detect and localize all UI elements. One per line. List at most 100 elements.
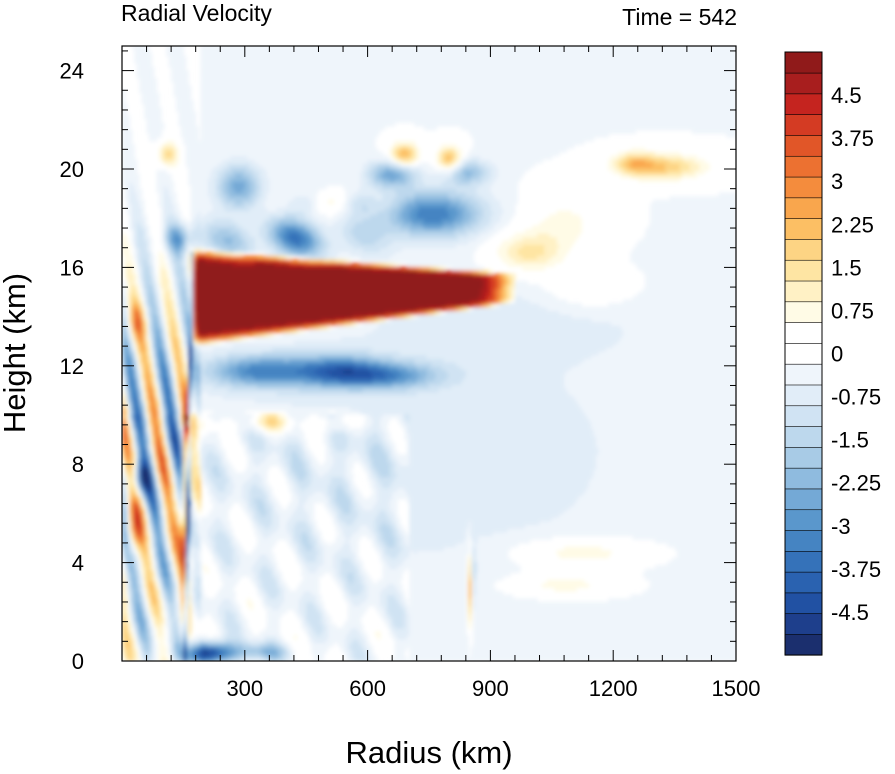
field-cell [233, 598, 236, 602]
field-cell [500, 576, 503, 580]
field-cell [198, 569, 201, 573]
field-cell [535, 598, 538, 602]
field-cell [174, 587, 177, 591]
field-cell [132, 643, 135, 647]
field-cell [365, 635, 368, 639]
field-cell [161, 617, 164, 621]
field-cell [493, 587, 496, 591]
field-cell [203, 565, 206, 569]
field-cell [468, 598, 471, 602]
field-cell [181, 602, 184, 606]
field-cell [333, 624, 336, 628]
field-cell [174, 584, 177, 588]
field-cell [294, 635, 297, 639]
field-cell [318, 595, 321, 599]
field-cell [139, 584, 142, 588]
field-cell [156, 587, 159, 591]
field-cell [328, 620, 331, 624]
field-cell [365, 572, 368, 576]
field-cell [176, 602, 179, 606]
field-cell [132, 635, 135, 639]
field-cell [134, 650, 137, 654]
field-cell [468, 620, 471, 624]
field-cell [142, 591, 145, 595]
field-cell [149, 620, 152, 624]
field-cell [235, 580, 238, 584]
field-cell [237, 576, 240, 580]
field-cell [159, 602, 162, 606]
field-cell [206, 569, 209, 573]
field-cell [463, 572, 466, 576]
field-cell [139, 580, 142, 584]
field-cell [233, 584, 236, 588]
field-cell [463, 580, 466, 584]
field-cell [137, 569, 140, 573]
field-cell [164, 646, 167, 650]
time-annotation: Time = 542 [622, 4, 737, 30]
field-cell [198, 565, 201, 569]
field-cell [206, 635, 209, 639]
field-cell [176, 606, 179, 610]
field-cell [468, 617, 471, 621]
field-cell [171, 569, 174, 573]
field-cell [151, 569, 154, 573]
field-cell [139, 576, 142, 580]
field-cell [402, 569, 405, 573]
field-cell [250, 606, 253, 610]
field-cell [154, 580, 157, 584]
field-cell [277, 569, 280, 573]
field-cell [181, 598, 184, 602]
field-cell [277, 631, 280, 635]
field-cell [363, 631, 366, 635]
field-cell [370, 646, 373, 650]
field-cell [377, 631, 380, 635]
field-cell [581, 580, 584, 584]
field-cell [178, 628, 181, 632]
field-cell [316, 580, 319, 584]
field-cell [161, 639, 164, 643]
field-cell [468, 602, 471, 606]
field-cell [331, 643, 334, 647]
field-cell [316, 584, 319, 588]
field-cell [129, 628, 132, 632]
field-cell [291, 650, 294, 654]
field-cell [188, 609, 191, 613]
field-cell [574, 587, 577, 591]
field-cell [247, 628, 250, 632]
field-cell [250, 631, 253, 635]
field-cell [466, 643, 469, 647]
field-cell [468, 584, 471, 588]
field-cell [161, 628, 164, 632]
field-cell [466, 639, 469, 643]
field-cell [360, 624, 363, 628]
field-cell [517, 569, 520, 573]
field-cell [468, 609, 471, 613]
field-cell [463, 587, 466, 591]
field-cell [490, 584, 493, 588]
field-cell [493, 580, 496, 584]
field-cell [142, 598, 145, 602]
field-cell [247, 598, 250, 602]
field-cell [161, 624, 164, 628]
field-cell [151, 639, 154, 643]
field-cell [282, 639, 285, 643]
field-cell [316, 587, 319, 591]
field-cell [287, 643, 290, 647]
field-cell [279, 613, 282, 617]
field-cell [363, 609, 366, 613]
field-cell [402, 591, 405, 595]
field-cell [321, 654, 324, 658]
field-cell [240, 613, 243, 617]
field-cell [188, 635, 191, 639]
field-cell [402, 595, 405, 599]
field-cell [147, 613, 150, 617]
field-cell [124, 602, 127, 606]
field-cell [277, 620, 280, 624]
field-cell [277, 624, 280, 628]
field-cell [242, 617, 245, 621]
field-cell [161, 613, 164, 617]
field-cell [198, 617, 201, 621]
field-cell [463, 591, 466, 595]
field-cell [282, 580, 285, 584]
field-cell [358, 617, 361, 621]
